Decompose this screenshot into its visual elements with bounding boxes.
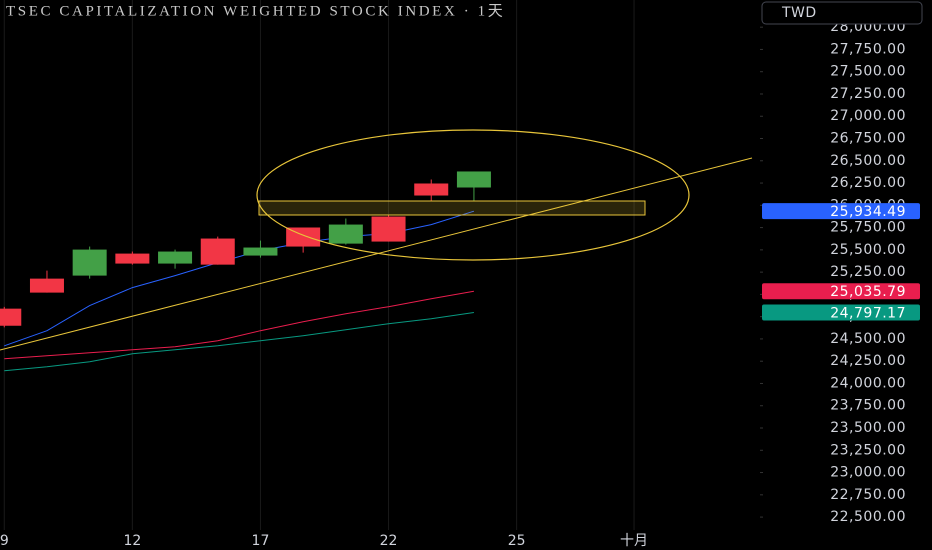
y-tick-label: 27,750.00 bbox=[830, 41, 906, 57]
ma-line bbox=[4, 312, 474, 372]
candle-body bbox=[456, 171, 491, 188]
candle-body bbox=[29, 278, 64, 293]
candle-body bbox=[414, 183, 449, 196]
y-tick-label: 23,750.00 bbox=[830, 398, 906, 414]
y-tick-label: 23,250.00 bbox=[830, 442, 906, 458]
candle-body bbox=[200, 238, 235, 265]
drawings bbox=[0, 129, 753, 351]
x-tick-label: 12 bbox=[123, 533, 141, 549]
candle-body bbox=[72, 249, 107, 276]
ma-line bbox=[4, 290, 474, 360]
y-tick-label: 25,250.00 bbox=[830, 264, 906, 280]
candle-body bbox=[0, 308, 22, 326]
y-tick-label: 22,750.00 bbox=[830, 487, 906, 503]
y-tick-label: 25,500.00 bbox=[830, 242, 906, 258]
currency-button[interactable] bbox=[761, 1, 923, 25]
zone-rectangle bbox=[258, 200, 646, 216]
y-tick-label: 27,500.00 bbox=[830, 64, 906, 80]
x-tick-label: 22 bbox=[380, 533, 398, 549]
x-tick-label: 25 bbox=[508, 533, 526, 549]
price-badge bbox=[762, 283, 920, 300]
price-badge-label: 25,035.79 bbox=[830, 284, 906, 300]
grid bbox=[3, 0, 635, 530]
y-tick-label: 24,250.00 bbox=[830, 353, 906, 369]
price-axis: 9 12 17 22 25 十月 22,500.00 22,750.00 23,000.00 23… bbox=[0, 19, 920, 549]
trend-line bbox=[0, 157, 753, 351]
price-badge bbox=[762, 304, 920, 321]
y-tick-label: 27,250.00 bbox=[830, 86, 906, 102]
y-tick-label: 23,000.00 bbox=[830, 465, 906, 481]
y-tick-label: 23,500.00 bbox=[830, 420, 906, 436]
x-tick-label: 十月 bbox=[620, 533, 648, 549]
y-tick-label: 26,500.00 bbox=[830, 153, 906, 169]
price-badge bbox=[762, 203, 920, 220]
price-badge-label: 25,934.49 bbox=[830, 204, 906, 220]
candle-body bbox=[158, 251, 193, 264]
y-tick-label: 26,250.00 bbox=[830, 175, 906, 191]
plot bbox=[0, 171, 491, 372]
y-tick-label: 24,000.00 bbox=[830, 375, 906, 391]
x-tick-label: 17 bbox=[252, 533, 270, 549]
y-tick-label: 25,750.00 bbox=[830, 220, 906, 236]
y-tick-label: 22,500.00 bbox=[830, 509, 906, 525]
candle-body bbox=[115, 253, 150, 264]
candle-body bbox=[328, 224, 363, 244]
highlight-ellipse bbox=[256, 129, 690, 261]
x-tick-label: 9 bbox=[0, 533, 9, 549]
y-tick-label: 27,000.00 bbox=[830, 108, 906, 124]
currency-label[interactable]: TWD bbox=[781, 5, 817, 21]
y-tick-label: 26,750.00 bbox=[830, 131, 906, 147]
price-badge-label: 24,797.17 bbox=[830, 305, 906, 321]
candle-body bbox=[243, 247, 278, 256]
candle-body bbox=[371, 216, 406, 242]
y-tick-label: 24,500.00 bbox=[830, 331, 906, 347]
chart-title: TSEC CAPITALIZATION WEIGHTED STOCK INDEX… bbox=[6, 3, 505, 19]
